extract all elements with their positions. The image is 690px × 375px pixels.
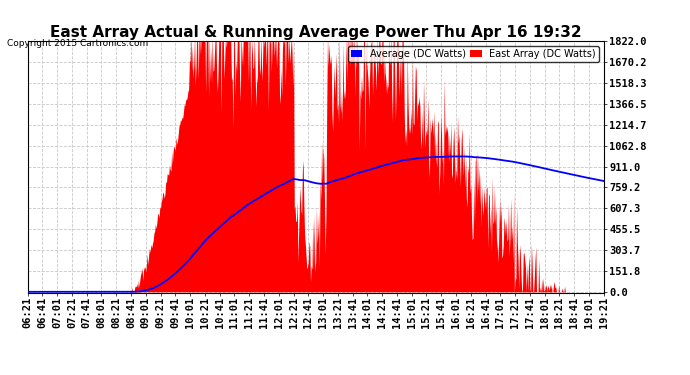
- Text: Copyright 2015 Cartronics.com: Copyright 2015 Cartronics.com: [7, 39, 148, 48]
- Title: East Array Actual & Running Average Power Thu Apr 16 19:32: East Array Actual & Running Average Powe…: [50, 25, 582, 40]
- Legend: Average (DC Watts), East Array (DC Watts): Average (DC Watts), East Array (DC Watts…: [348, 46, 599, 62]
